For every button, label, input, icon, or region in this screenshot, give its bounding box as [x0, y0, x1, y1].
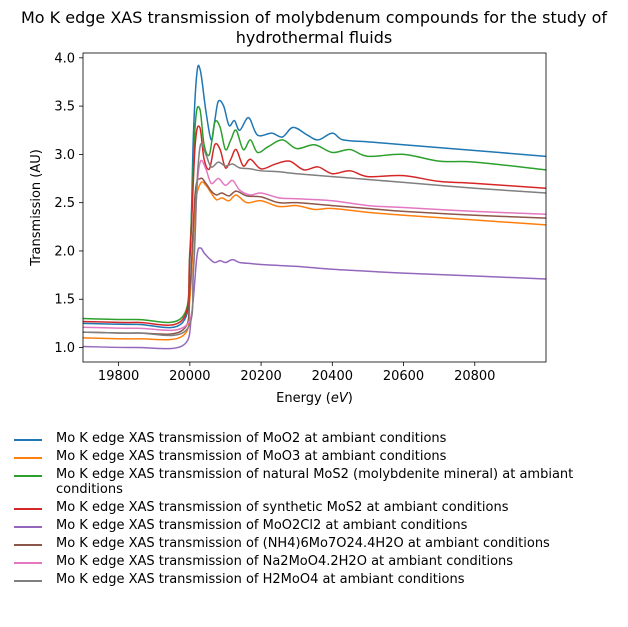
y-tick-label: 1.5: [54, 293, 75, 308]
chart-title: Mo K edge XAS transmission of molybdenum…: [21, 8, 607, 47]
x-axis-label-main: Energy (: [276, 391, 331, 406]
legend-item-4: Mo K edge XAS transmission of synthetic …: [14, 500, 624, 515]
legend-label: Mo K edge XAS transmission of MoO2Cl2 at…: [56, 518, 468, 533]
x-tick-label: 20200: [240, 369, 281, 384]
legend-item-7: Mo K edge XAS transmission of Na2MoO4.2H…: [14, 554, 624, 569]
legend-label: Mo K edge XAS transmission of synthetic …: [56, 500, 509, 515]
x-tick-label: 20800: [454, 369, 495, 384]
legend-label: Mo K edge XAS transmission of Na2MoO4.2H…: [56, 554, 514, 569]
axes-layer: 19800 20000 20200 20400 20600 20800 1.0 1.5 2.0 2…: [54, 51, 547, 384]
legend-item-6: Mo K edge XAS transmission of (NH4)6Mo7O…: [14, 536, 624, 551]
x-axis-label: Energy (eV): [276, 391, 353, 406]
plot-frame: [82, 52, 547, 363]
series-line-4: [83, 125, 546, 326]
legend-swatch: [14, 475, 42, 477]
legend-item-5: Mo K edge XAS transmission of MoO2Cl2 at…: [14, 518, 624, 533]
plot-area: [83, 53, 546, 362]
legend-label: Mo K edge XAS transmission of MoO3 at am…: [56, 449, 447, 464]
legend-item-8: Mo K edge XAS transmission of H2MoO4 at …: [14, 572, 624, 587]
x-tick-label: 19800: [98, 369, 139, 384]
legend-swatch: [14, 526, 42, 528]
legend-swatch: [14, 580, 42, 582]
legend-swatch: [14, 544, 42, 546]
y-tick-label: 1.0: [54, 341, 75, 356]
x-tick-label: 20400: [312, 369, 353, 384]
legend-swatch: [14, 439, 42, 441]
y-tick-label: 3.5: [54, 100, 75, 115]
legend-label: Mo K edge XAS transmission of MoO2 at am…: [56, 431, 447, 446]
legend-item-1: Mo K edge XAS transmission of MoO2 at am…: [14, 431, 624, 446]
legend-label: Mo K edge XAS transmission of (NH4)6Mo7O…: [56, 536, 550, 551]
y-tick-label: 2.5: [54, 196, 75, 211]
plot-background: [83, 53, 546, 362]
legend-item-3: Mo K edge XAS transmission of natural Mo…: [14, 467, 624, 497]
series-line-5: [83, 247, 546, 350]
legend-label: Mo K edge XAS transmission of natural Mo…: [56, 467, 574, 497]
x-axis-label-unit: eV: [331, 391, 349, 406]
series-line-8: [83, 142, 546, 337]
xas-line-chart: 19800 20000 20200 20400 20600 20800 1.0 1.5 2.0 2…: [29, 51, 547, 406]
y-tick-label: 3.0: [54, 148, 75, 163]
y-tick-label: 4.0: [54, 51, 75, 66]
series-layer: [83, 64, 546, 350]
x-tick-label: 20600: [383, 369, 424, 384]
legend-item-2: Mo K edge XAS transmission of MoO3 at am…: [14, 449, 624, 464]
legend-swatch: [14, 457, 42, 459]
chart-legend: Mo K edge XAS transmission of MoO2 at am…: [14, 431, 624, 590]
legend-swatch: [14, 508, 42, 510]
series-line-1: [83, 64, 546, 329]
legend-label: Mo K edge XAS transmission of H2MoO4 at …: [56, 572, 465, 587]
x-axis-label-close: ): [348, 391, 353, 406]
series-line-6: [83, 177, 546, 335]
x-tick-label: 20000: [169, 369, 210, 384]
series-line-3: [83, 105, 546, 324]
y-tick-label: 2.0: [54, 244, 75, 259]
y-axis-label: Transmission (AU): [29, 149, 44, 267]
legend-swatch: [14, 562, 42, 564]
